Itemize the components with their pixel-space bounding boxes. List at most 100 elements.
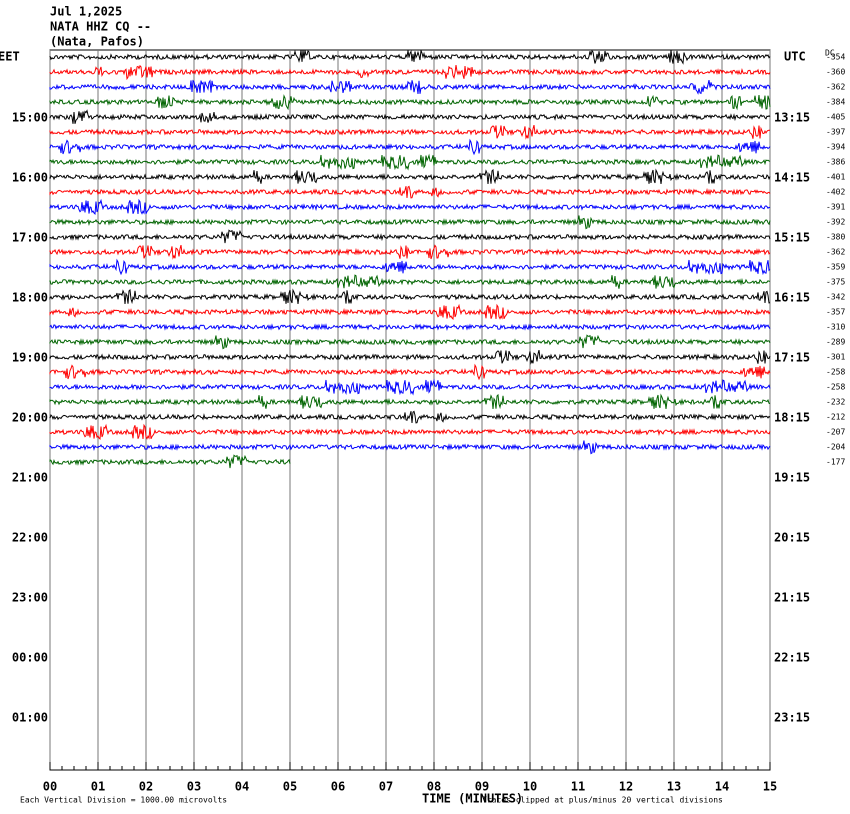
- dc-label: -204: [826, 443, 845, 452]
- left-label: 21:00: [12, 471, 48, 485]
- x-title: TIME (MINUTES): [422, 792, 523, 806]
- trace: [49, 323, 771, 332]
- trace: [49, 49, 771, 65]
- left-title: EET: [0, 50, 20, 64]
- trace: [49, 168, 771, 185]
- trace: [49, 138, 771, 156]
- dc-label: -401: [826, 173, 845, 182]
- x-tick-label: 13: [667, 780, 681, 794]
- left-label: 23:00: [12, 591, 48, 605]
- x-tick-label: 01: [91, 780, 105, 794]
- x-tick-label: 07: [379, 780, 393, 794]
- trace: [49, 440, 771, 455]
- right-label: 23:15: [774, 711, 810, 725]
- right-label: 13:15: [774, 111, 810, 125]
- right-label: 21:15: [774, 591, 810, 605]
- trace: [49, 229, 771, 244]
- x-tick-label: 05: [283, 780, 297, 794]
- trace: [49, 410, 771, 424]
- x-tick-label: 04: [235, 780, 249, 794]
- trace: [49, 185, 771, 199]
- trace: [49, 349, 771, 365]
- dc-label: -380: [826, 233, 845, 242]
- dc-label: -397: [826, 128, 845, 137]
- right-label: 18:15: [774, 411, 810, 425]
- trace: [49, 363, 771, 381]
- dc-label: -310: [826, 323, 845, 332]
- x-tick-label: 03: [187, 780, 201, 794]
- x-tick-label: 14: [715, 780, 729, 794]
- right-label: 15:15: [774, 231, 810, 245]
- dc-label: -359: [826, 263, 845, 272]
- dc-label: -394: [826, 143, 845, 152]
- trace: [49, 274, 771, 289]
- dc-label: -357: [826, 308, 845, 317]
- scale-note: Each Vertical Division = 1000.00 microvo…: [20, 796, 227, 805]
- dc-label: -392: [826, 218, 845, 227]
- left-label: 20:00: [12, 411, 48, 425]
- dc-label: -360: [826, 68, 845, 77]
- right-label: 17:15: [774, 351, 810, 365]
- trace: [49, 378, 771, 396]
- trace: [49, 198, 771, 216]
- plot-frame: [49, 49, 771, 771]
- trace: [49, 94, 771, 111]
- trace: [49, 109, 771, 124]
- dc-label: -177: [826, 458, 845, 467]
- dc-label: -258: [826, 368, 845, 377]
- dc-label: -207: [826, 428, 845, 437]
- dc-label: -362: [826, 83, 845, 92]
- x-tick-label: 06: [331, 780, 345, 794]
- trace: [49, 454, 291, 469]
- trace: [49, 423, 771, 441]
- dc-label: -405: [826, 113, 845, 122]
- dc-label: -342: [826, 293, 845, 302]
- dc-label: -375: [826, 278, 845, 287]
- trace: [49, 288, 771, 305]
- dc-label: -232: [826, 398, 845, 407]
- left-label: 22:00: [12, 531, 48, 545]
- right-label: 22:15: [774, 651, 810, 665]
- trace: [49, 244, 771, 260]
- left-label: 15:00: [12, 111, 48, 125]
- clip-note: Traces clipped at plus/minus 20 vertical…: [482, 796, 723, 805]
- left-label: 17:00: [12, 231, 48, 245]
- left-label: 16:00: [12, 171, 48, 185]
- x-tick-label: 11: [571, 780, 585, 794]
- trace: [49, 258, 771, 276]
- x-tick-label: 10: [523, 780, 537, 794]
- dc-label: -384: [826, 98, 845, 107]
- trace: [49, 334, 771, 350]
- dc-label: -258: [826, 383, 845, 392]
- x-tick-label: 08: [427, 780, 441, 794]
- trace: [49, 393, 771, 410]
- trace: [49, 215, 771, 230]
- x-tick-label: 00: [43, 780, 57, 794]
- dc-label: -212: [826, 413, 845, 422]
- trace: [49, 153, 771, 171]
- x-tick-label: 09: [475, 780, 489, 794]
- dc-label: -301: [826, 353, 845, 362]
- left-label: 19:00: [12, 351, 48, 365]
- x-tick-label: 02: [139, 780, 153, 794]
- trace: [49, 303, 771, 321]
- left-label: 01:00: [12, 711, 48, 725]
- dc-label: -402: [826, 188, 845, 197]
- left-label: 18:00: [12, 291, 48, 305]
- location: (Nata, Pafos): [50, 35, 144, 49]
- dc-label: -289: [826, 338, 845, 347]
- right-label: 16:15: [774, 291, 810, 305]
- dc-title: DC: [825, 49, 835, 58]
- x-tick-label: 12: [619, 780, 633, 794]
- station: NATA HHZ CQ --: [50, 20, 151, 34]
- dc-label: -386: [826, 158, 845, 167]
- dc-label: -362: [826, 248, 845, 257]
- x-tick-label: 15: [763, 780, 777, 794]
- right-label: 19:15: [774, 471, 810, 485]
- right-label: 14:15: [774, 171, 810, 185]
- right-title: UTC: [784, 50, 806, 64]
- date: Jul 1,2025: [50, 5, 122, 19]
- right-label: 20:15: [774, 531, 810, 545]
- dc-label: -391: [826, 203, 845, 212]
- trace: [49, 124, 771, 140]
